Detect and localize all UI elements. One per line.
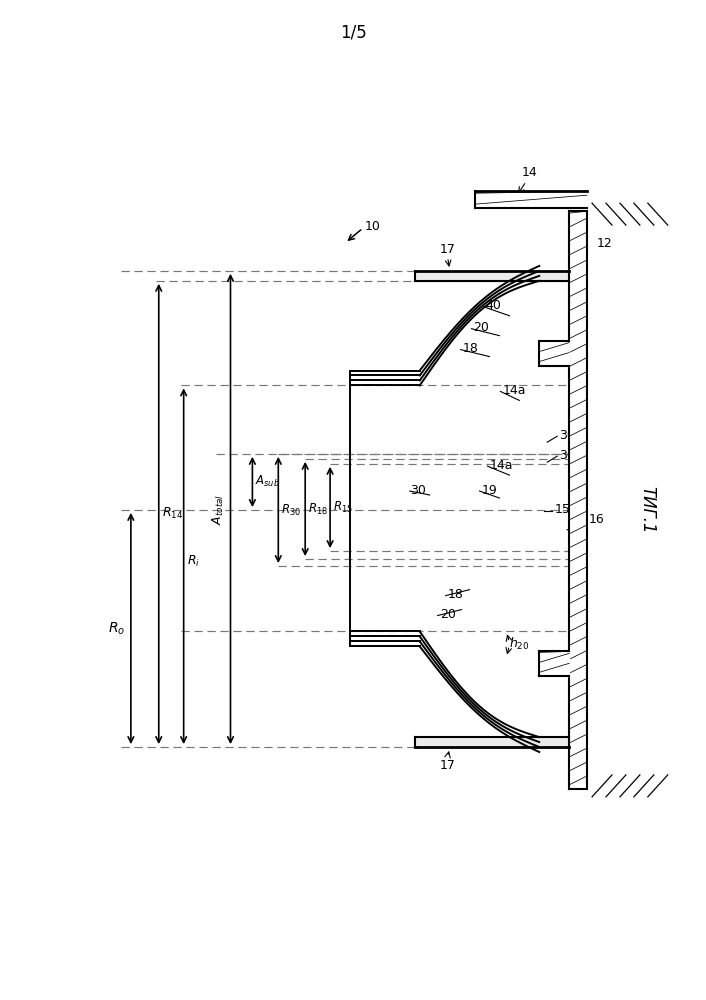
Text: 19: 19: [481, 484, 497, 497]
Text: $h_{20}$: $h_{20}$: [510, 636, 530, 652]
Text: $A_{sub}$: $A_{sub}$: [256, 474, 280, 489]
Text: $R_{15}$: $R_{15}$: [333, 500, 353, 515]
Text: $A_{total}$: $A_{total}$: [211, 493, 227, 525]
Text: 10: 10: [365, 220, 381, 233]
Text: 20: 20: [474, 321, 489, 334]
Text: 15: 15: [554, 503, 570, 516]
Text: 30: 30: [409, 484, 426, 497]
Text: 40: 40: [486, 299, 501, 312]
Text: 18: 18: [462, 342, 479, 355]
Text: $R_{18}$: $R_{18}$: [309, 501, 328, 517]
Text: $R_{30}$: $R_{30}$: [281, 502, 301, 518]
Text: 17: 17: [440, 243, 455, 256]
Text: 1/5: 1/5: [340, 24, 366, 42]
Text: $R_o$: $R_o$: [108, 620, 125, 637]
Text: 16: 16: [589, 513, 605, 526]
Text: 18: 18: [448, 588, 464, 601]
Text: 30b: 30b: [559, 449, 583, 462]
Text: 14a: 14a: [503, 384, 526, 397]
Text: 14a: 14a: [489, 459, 513, 472]
Text: ΤИГ.1: ΤИГ.1: [638, 486, 656, 534]
Text: 20: 20: [440, 608, 455, 621]
Text: 30a: 30a: [559, 429, 583, 442]
Text: 12: 12: [597, 237, 613, 250]
Text: $R_i$: $R_i$: [186, 554, 200, 569]
Text: 17: 17: [440, 759, 455, 772]
Text: $R_{14}$: $R_{14}$: [162, 506, 183, 521]
Text: 14: 14: [522, 166, 537, 179]
